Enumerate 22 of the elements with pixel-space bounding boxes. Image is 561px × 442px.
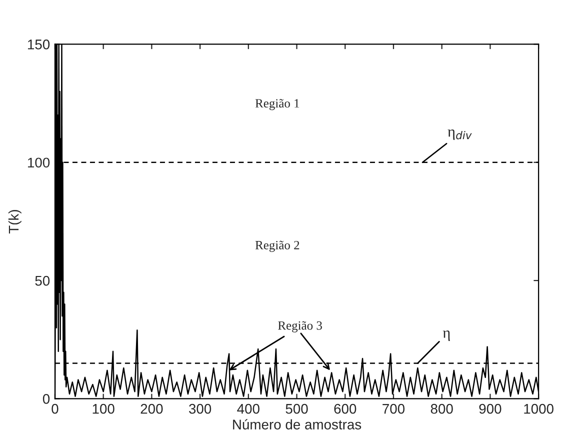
x-axis-title: Número de amostras	[233, 419, 362, 430]
annotation: η$_{div}$	[448, 129, 472, 140]
x-tick-label: 500	[286, 404, 308, 414]
x-tick-label: 200	[140, 404, 163, 414]
x-tick-label: 700	[382, 404, 405, 414]
x-tick-label: 900	[479, 404, 502, 414]
x-tick-label: 0	[52, 404, 58, 414]
x-tick-label: 600	[334, 404, 356, 414]
annotation: Região 1	[255, 99, 300, 110]
y-tick-label: 0	[42, 394, 50, 404]
x-tick-label: 1000	[524, 404, 554, 414]
x-tick-label: 300	[188, 404, 212, 414]
annotation: Região 2	[255, 240, 300, 252]
x-tick-label: 800	[430, 404, 453, 414]
x-tick-label: 100	[92, 404, 114, 414]
y-tick-label: 50	[35, 276, 50, 286]
y-tick-label: 100	[28, 158, 50, 168]
y-axis-title: T(k)	[8, 210, 22, 234]
y-tick-label: 150	[28, 40, 50, 50]
annotation: η	[442, 330, 450, 342]
x-tick-label: 400	[237, 404, 260, 414]
annotation: Região 3	[278, 321, 322, 332]
